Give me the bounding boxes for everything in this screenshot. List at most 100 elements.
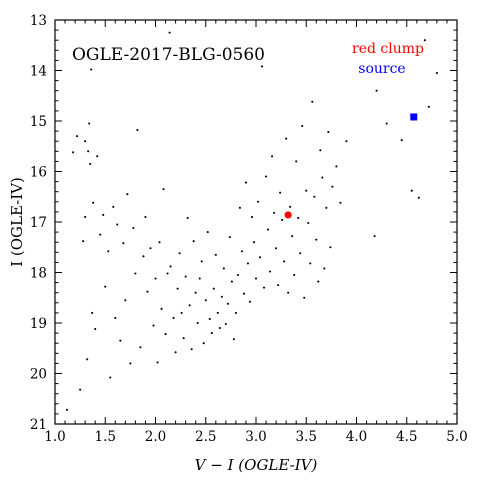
- star-point: [91, 311, 94, 314]
- star-point: [87, 150, 90, 153]
- star-point: [309, 262, 312, 265]
- star-point: [112, 205, 115, 208]
- star-point: [236, 273, 239, 277]
- star-point: [76, 135, 79, 138]
- legend-red-clump: red clump: [352, 41, 424, 57]
- star-point: [194, 291, 197, 294]
- star-point: [174, 351, 177, 354]
- x-tick-label: 4.0: [346, 429, 367, 445]
- star-point: [212, 287, 215, 290]
- star-point: [315, 238, 318, 241]
- star-point: [323, 267, 326, 270]
- star-point: [400, 139, 403, 142]
- star-point: [160, 307, 163, 310]
- star-point: [166, 272, 169, 275]
- y-axis-title: I (OGLE-IV): [8, 177, 26, 267]
- star-point: [107, 250, 110, 253]
- star-point: [269, 270, 272, 273]
- star-point: [144, 215, 147, 218]
- star-point: [307, 221, 310, 225]
- star-point: [293, 273, 296, 277]
- star-point: [303, 296, 306, 299]
- star-point: [152, 324, 155, 327]
- star-point: [260, 65, 264, 68]
- star-point: [373, 235, 376, 238]
- x-tick-labels: 1.0 1.5 2.0 2.5 3.0 3.5 4.0 4.5 5.0: [44, 429, 467, 445]
- star-point: [210, 332, 213, 335]
- star-point: [218, 327, 221, 330]
- star-point: [84, 215, 87, 218]
- star-point: [224, 322, 227, 326]
- star-point: [275, 247, 278, 250]
- y-tick-label: 15: [30, 114, 47, 130]
- star-point: [297, 216, 300, 220]
- star-point: [188, 304, 191, 307]
- y-tick-label: 16: [30, 165, 47, 181]
- source-marker: [410, 113, 418, 121]
- star-point: [129, 362, 132, 365]
- star-point: [94, 328, 97, 331]
- star-point: [246, 262, 250, 265]
- star-point: [317, 280, 320, 283]
- star-point: [126, 193, 129, 196]
- star-point: [146, 290, 149, 293]
- star-point: [86, 358, 89, 361]
- star-point: [114, 316, 117, 320]
- star-point: [256, 200, 260, 203]
- star-point: [305, 189, 308, 192]
- star-point: [301, 125, 304, 128]
- star-point: [291, 235, 294, 238]
- star-point: [220, 295, 223, 298]
- x-tick-label: 5.0: [446, 429, 467, 445]
- star-point: [172, 316, 175, 320]
- star-point: [186, 216, 189, 220]
- star-point: [82, 240, 85, 243]
- star-point: [92, 201, 95, 204]
- star-point: [252, 241, 256, 244]
- star-point: [202, 342, 205, 345]
- star-point: [169, 265, 172, 268]
- star-point: [267, 228, 270, 231]
- star-point: [273, 211, 276, 214]
- star-point: [124, 299, 127, 302]
- star-point: [329, 246, 332, 249]
- star-point: [214, 253, 217, 256]
- star-point: [154, 277, 157, 280]
- star-point: [410, 189, 413, 192]
- x-tick-label: 1.5: [95, 429, 116, 445]
- star-point: [156, 361, 159, 364]
- star-point: [119, 339, 122, 342]
- star-point: [234, 311, 237, 314]
- star-point: [265, 175, 268, 178]
- x-axis-title: V − I (OGLE-IV): [195, 456, 318, 474]
- y-tick-label: 13: [30, 13, 47, 29]
- star-point: [238, 206, 241, 209]
- star-point: [283, 260, 286, 263]
- star-point: [222, 267, 225, 270]
- y-tick-label: 17: [30, 215, 47, 231]
- star-point: [232, 338, 235, 341]
- star-point: [345, 140, 348, 143]
- star-point: [325, 206, 328, 209]
- star-point: [180, 311, 183, 314]
- star-point: [66, 408, 69, 411]
- star-point: [139, 346, 142, 349]
- star-point: [132, 227, 135, 230]
- star-point: [313, 195, 316, 198]
- star-point: [427, 105, 430, 108]
- star-point: [102, 213, 105, 216]
- star-point: [136, 129, 139, 132]
- star-point: [250, 215, 254, 218]
- x-tick-label: 2.5: [195, 429, 216, 445]
- star-point: [319, 149, 322, 152]
- x-tick-label: 1.0: [44, 429, 65, 445]
- star-point: [321, 176, 324, 179]
- star-point: [84, 140, 87, 143]
- star-point: [176, 287, 179, 290]
- star-point: [230, 280, 233, 283]
- x-tick-label: 4.5: [396, 429, 417, 445]
- star-point: [149, 247, 152, 250]
- star-point: [168, 31, 171, 34]
- star-point: [216, 311, 219, 314]
